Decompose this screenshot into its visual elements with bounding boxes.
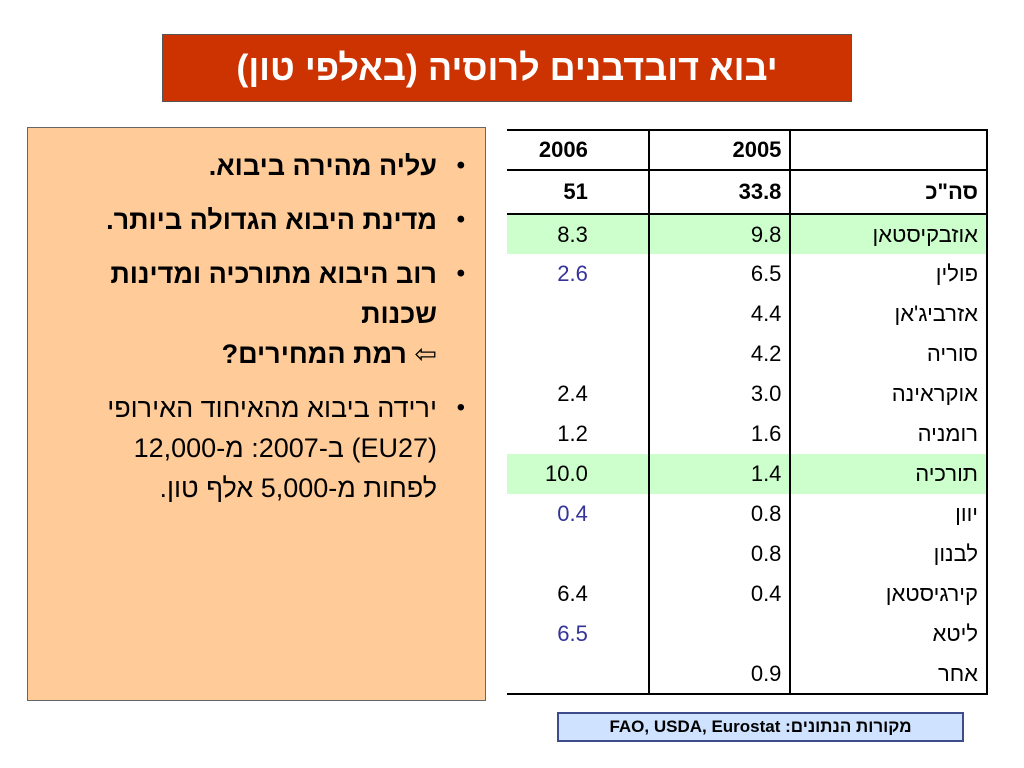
- cell-2006: 1.2: [557, 421, 588, 446]
- bullet-item: עליה מהירה ביבוא.: [58, 146, 465, 186]
- table-header-row: 2006 2005: [507, 129, 988, 171]
- cell-2005: [647, 614, 791, 654]
- table-row: 8.3 9.8 אוזבקיסטאן: [507, 214, 988, 254]
- table-row: 6.4 0.4 קירגיסטאן: [507, 574, 988, 614]
- total-label: סה"כ: [789, 170, 988, 215]
- bullet-item: מדינת היבוא הגדולה ביותר.: [58, 200, 465, 240]
- cell-country: תורכיה: [789, 454, 988, 494]
- cell-2006: 8.3: [507, 214, 649, 254]
- cell-2006: 6.4: [557, 581, 588, 606]
- cell-country: אוזבקיסטאן: [789, 214, 988, 254]
- cell-2005: 1.4: [647, 454, 791, 494]
- table-row: 0.4 0.8 יוון: [507, 494, 988, 534]
- table-row: 1.2 1.6 רומניה: [507, 414, 988, 454]
- cell-2005: 0.8: [647, 534, 791, 574]
- cell-2005: 0.9: [647, 654, 791, 695]
- bullet-panel: עליה מהירה ביבוא. מדינת היבוא הגדולה ביו…: [27, 127, 486, 701]
- source-note: מקורות הנתונים: FAO, USDA, Eurostat: [557, 712, 964, 742]
- cell-2006: 6.5: [557, 621, 588, 646]
- bullet-text: רמת המחירים?: [221, 339, 407, 369]
- cell-country: יוון: [789, 494, 988, 534]
- cell-2006: 2.4: [557, 381, 588, 406]
- cell-country: רומניה: [789, 414, 988, 454]
- cell-country: אוקראינה: [789, 374, 988, 414]
- cell-2006: [507, 654, 649, 695]
- bullet-text: רוב היבוא מתורכיה ומדינות שכנות: [110, 259, 437, 329]
- cell-2006: 2.6: [557, 261, 588, 286]
- total-2006: 51: [507, 170, 649, 215]
- table-row: 0.9 אחר: [507, 654, 988, 695]
- bullet-text: ירידה ביבוא מהאיחוד האירופי (EU27) ב-200…: [107, 393, 437, 503]
- cell-2005: 4.2: [647, 334, 791, 374]
- cell-2005: 4.4: [647, 294, 791, 334]
- table-row: 2.4 3.0 אוקראינה: [507, 374, 988, 414]
- slide-title-box: יבוא דובדבנים לרוסיה (באלפי טון): [162, 34, 852, 102]
- arrow-left-icon: ⇦: [414, 339, 437, 369]
- cell-2005: 3.0: [647, 374, 791, 414]
- table-row: 4.2 סוריה: [507, 334, 988, 374]
- cell-country: פולין: [789, 254, 988, 294]
- table-row: 0.8 לבנון: [507, 534, 988, 574]
- cell-2005: 9.8: [647, 214, 791, 254]
- slide-title: יבוא דובדבנים לרוסיה (באלפי טון): [236, 47, 778, 88]
- cell-country: אזרביג'אן: [789, 294, 988, 334]
- source-text: מקורות הנתונים: FAO, USDA, Eurostat: [609, 717, 912, 736]
- table-row: 6.5 ליטא: [507, 614, 988, 654]
- imports-table: 2006 2005 51 33.8 סה"כ 8.3 9.8 אוזבקיסטאן 2…: [507, 129, 988, 695]
- cell-2006: [507, 334, 649, 374]
- bullet-item: ירידה ביבוא מהאיחוד האירופי (EU27) ב-200…: [58, 388, 465, 508]
- total-2005: 33.8: [647, 170, 791, 215]
- table-row: 2.6 6.5 פולין: [507, 254, 988, 294]
- cell-country: קירגיסטאן: [789, 574, 988, 614]
- bullet-text: מדינת היבוא הגדולה ביותר.: [106, 205, 437, 235]
- cell-2005: 1.6: [647, 414, 791, 454]
- cell-2006: [507, 534, 649, 574]
- cell-2006: 0.4: [557, 501, 588, 526]
- cell-2006: [507, 294, 649, 334]
- header-country: [789, 129, 988, 171]
- header-2006: 2006: [507, 129, 649, 171]
- header-2005: 2005: [647, 129, 791, 171]
- cell-country: לבנון: [789, 534, 988, 574]
- table-row: 4.4 אזרביג'אן: [507, 294, 988, 334]
- cell-country: ליטא: [789, 614, 988, 654]
- cell-country: סוריה: [789, 334, 988, 374]
- bullet-text: עליה מהירה ביבוא.: [208, 151, 437, 181]
- table-total-row: 51 33.8 סה"כ: [507, 170, 988, 215]
- bullet-item: רוב היבוא מתורכיה ומדינות שכנות ⇦ רמת המ…: [58, 254, 465, 374]
- cell-2005: 6.5: [647, 254, 791, 294]
- cell-country: אחר: [789, 654, 988, 695]
- cell-2005: 0.8: [647, 494, 791, 534]
- table-row: 10.0 1.4 תורכיה: [507, 454, 988, 494]
- cell-2005: 0.4: [647, 574, 791, 614]
- cell-2006: 10.0: [507, 454, 649, 494]
- bullet-list: עליה מהירה ביבוא. מדינת היבוא הגדולה ביו…: [58, 146, 469, 508]
